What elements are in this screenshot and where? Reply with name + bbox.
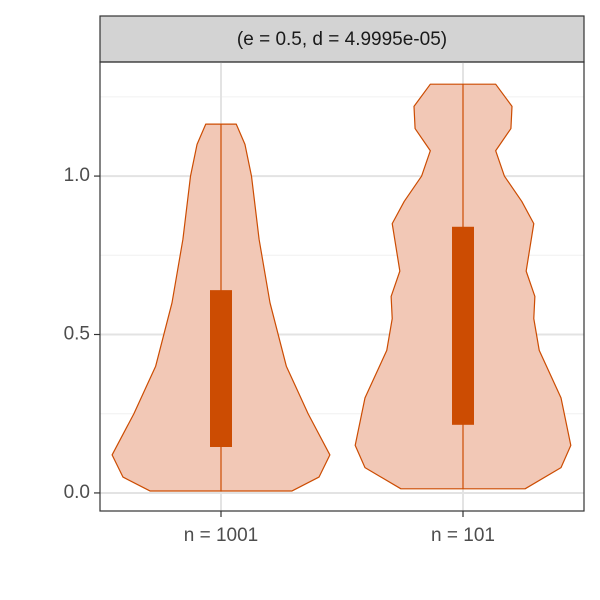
x-tick-label: n = 1001 — [184, 525, 259, 546]
box — [210, 290, 232, 447]
x-tick-label: n = 101 — [431, 525, 495, 546]
y-tick-label: 1.0 — [64, 165, 90, 186]
panel-border — [99, 61, 585, 512]
facet-title: (e = 0.5, d = 4.9995e-05) — [237, 29, 447, 50]
strip — [99, 15, 585, 63]
y-tick-label: 0.5 — [64, 324, 90, 345]
y-tick-label: 0.0 — [64, 482, 90, 503]
marks — [111, 83, 572, 492]
box — [452, 226, 474, 425]
